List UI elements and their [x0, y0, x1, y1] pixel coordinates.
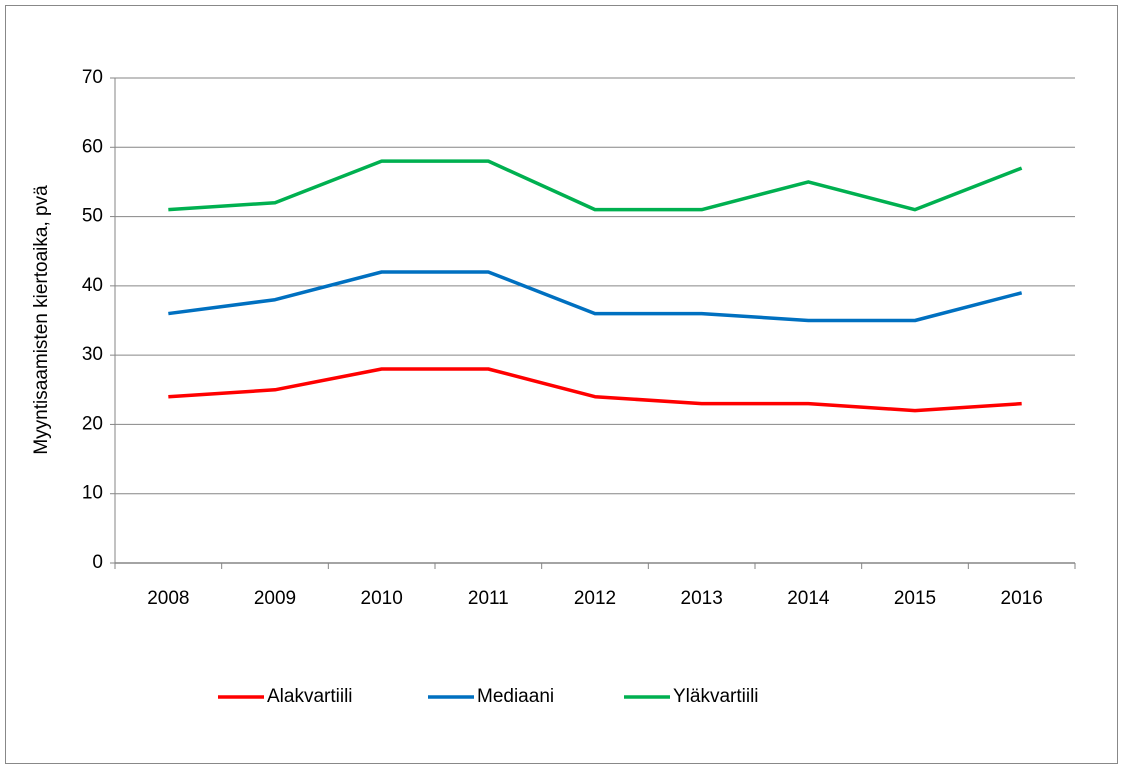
- legend-label: Yläkvartiili: [673, 686, 759, 707]
- legend-label: Mediaani: [477, 686, 554, 707]
- y-tick-label: 10: [82, 483, 103, 504]
- y-tick-label: 70: [82, 67, 103, 88]
- x-tick-label: 2015: [894, 588, 936, 609]
- x-tick-label: 2016: [1001, 588, 1043, 609]
- y-tick-label: 40: [82, 275, 103, 296]
- y-tick-label: 50: [82, 206, 103, 227]
- y-tick-label: 20: [82, 413, 103, 434]
- chart-border: [5, 5, 1118, 764]
- series-line: [168, 367, 1022, 413]
- y-axis-label: Myyntisaamisten kiertoaika, pvä: [31, 185, 52, 455]
- series-line: [168, 159, 1023, 212]
- x-tick-label: 2009: [254, 588, 296, 609]
- y-tick-label: 0: [92, 552, 103, 573]
- x-tick-label: 2008: [147, 588, 189, 609]
- x-tick-label: 2010: [361, 588, 403, 609]
- x-tick-label: 2011: [468, 588, 509, 609]
- series-line: [168, 270, 1023, 323]
- x-tick-label: 2013: [681, 588, 723, 609]
- x-tick-label: 2012: [574, 588, 616, 609]
- x-tick-label: 2014: [787, 588, 830, 609]
- legend-label: Alakvartiili: [267, 686, 353, 707]
- y-tick-label: 30: [82, 344, 103, 365]
- y-tick-label: 60: [82, 136, 103, 157]
